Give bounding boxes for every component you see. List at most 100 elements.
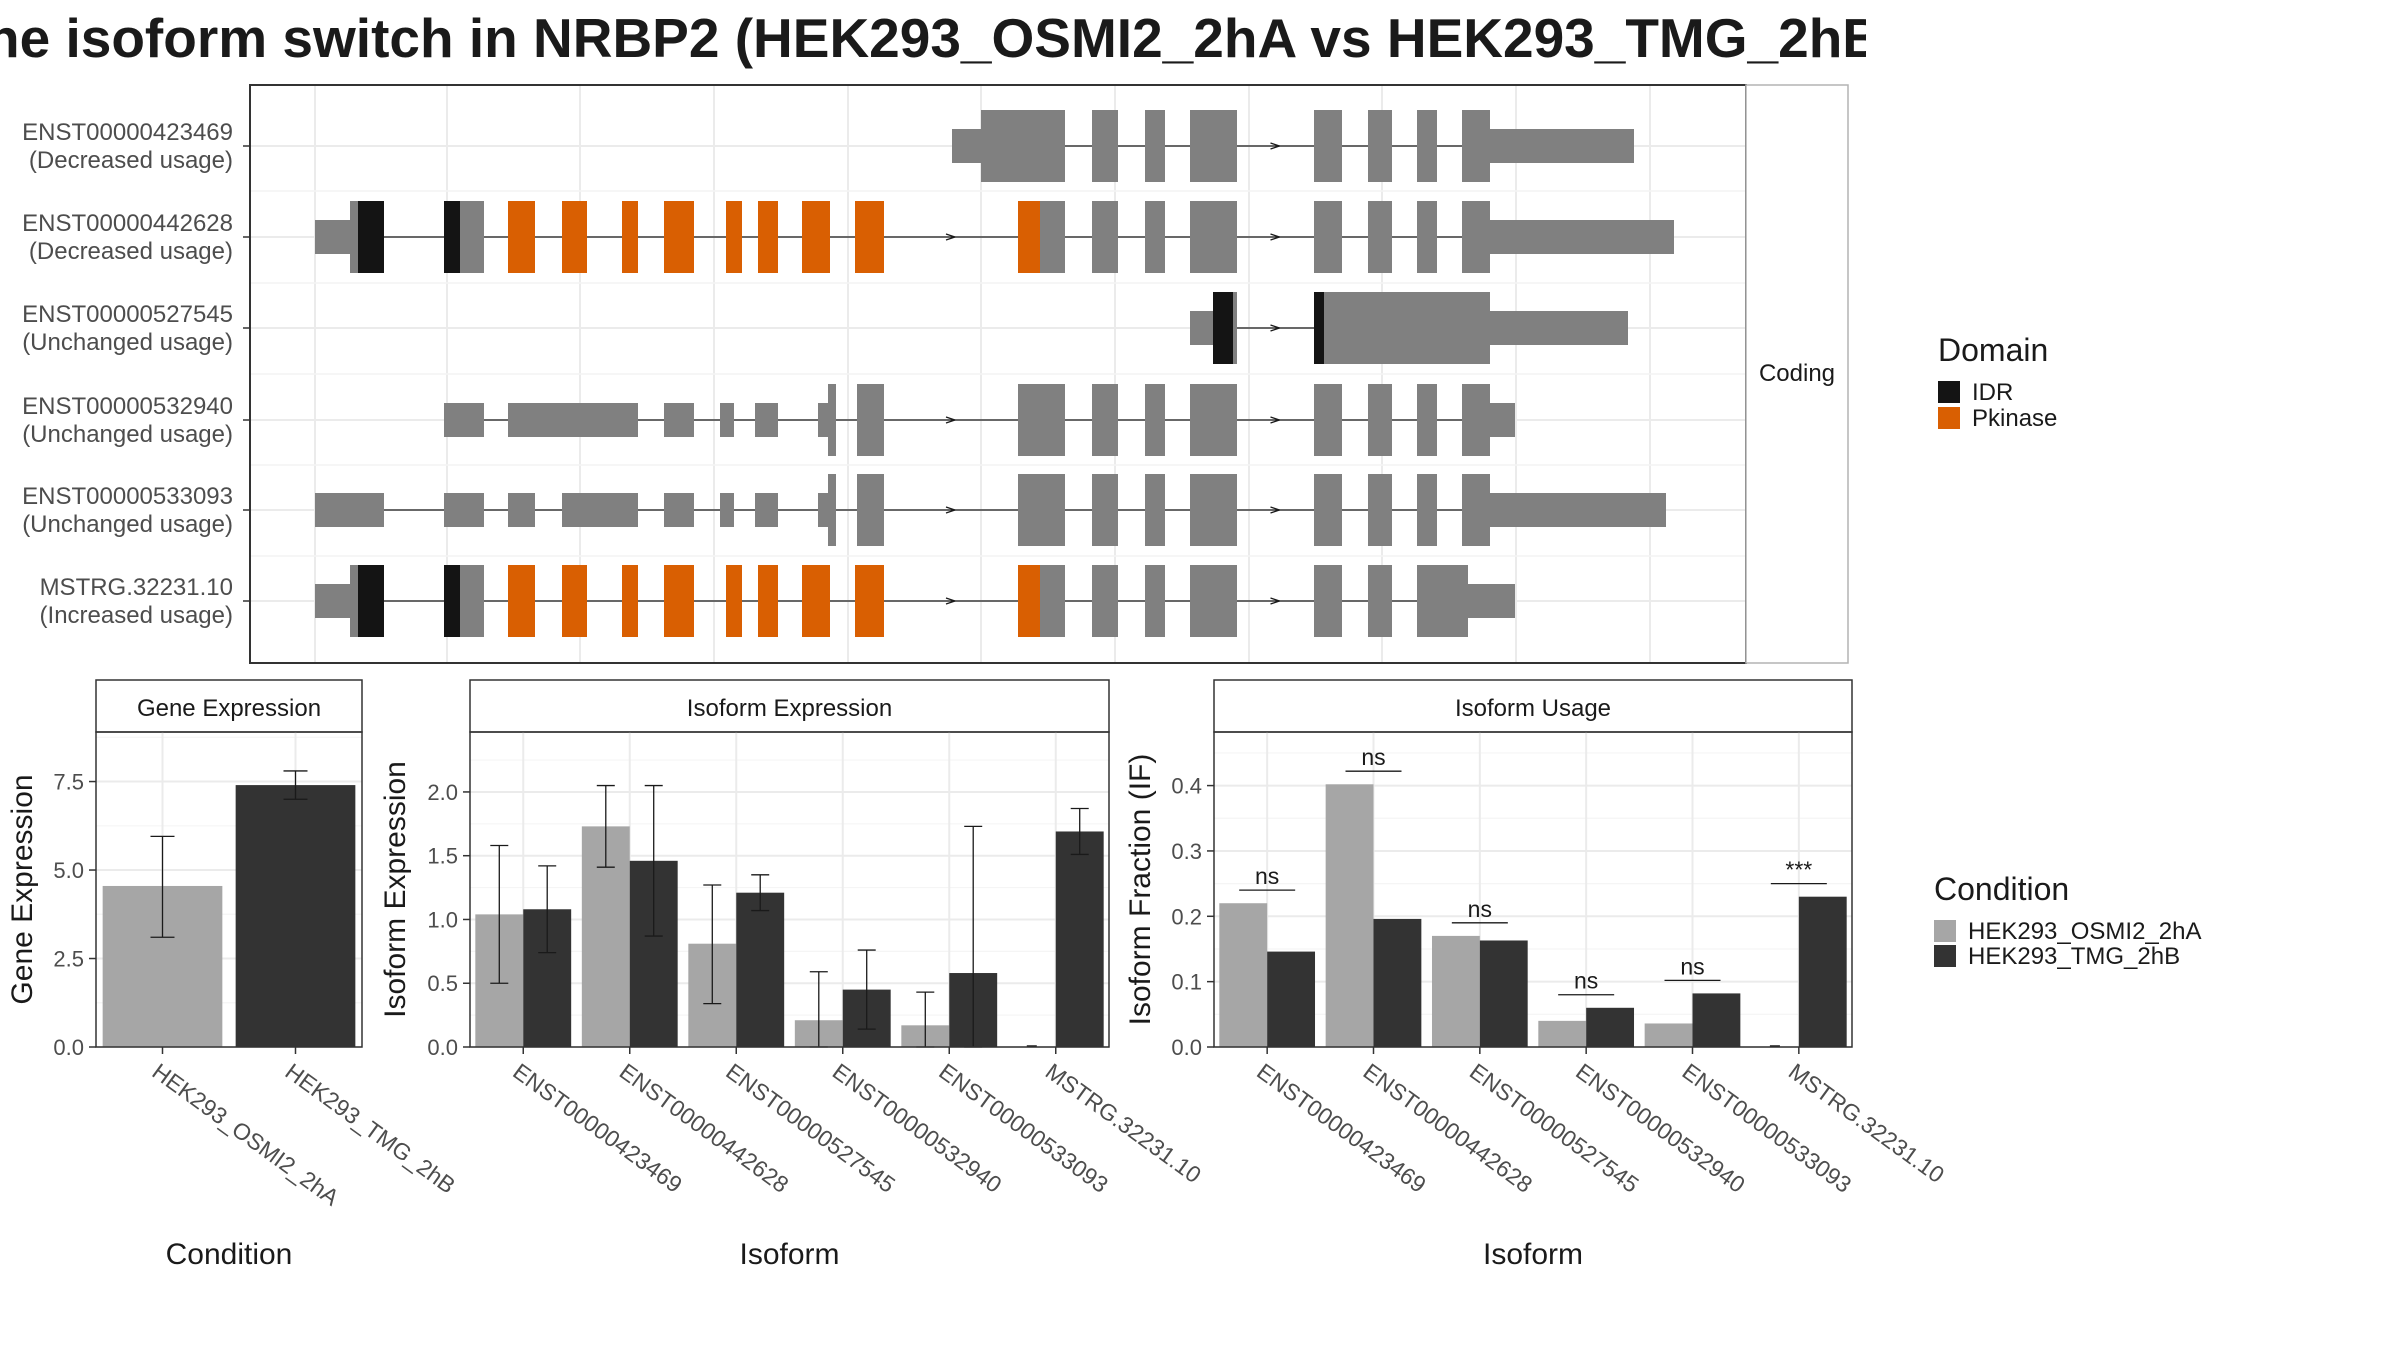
- bar: [1586, 1007, 1635, 1047]
- y-tick-label: 5.0: [53, 858, 84, 883]
- significance-label: ns: [1468, 896, 1492, 922]
- exon-block: [1190, 110, 1237, 182]
- idr-domain: [358, 201, 384, 273]
- exon-block: [562, 493, 638, 527]
- bar: [1692, 993, 1741, 1047]
- bar: [1538, 1020, 1587, 1047]
- pkinase-domain: [855, 201, 884, 273]
- legend-label: HEK293_OSMI2_2hA: [1968, 918, 2201, 945]
- y-axis-title: Isoform Expression: [379, 761, 412, 1018]
- exon-block: [1368, 201, 1392, 273]
- exon-block: [508, 493, 535, 527]
- exon-block: [818, 403, 828, 437]
- exon-block: [1092, 201, 1118, 273]
- transcript-id-label: ENST00000423469: [22, 119, 233, 146]
- exon-block: [1314, 565, 1342, 637]
- pkinase-domain: [802, 565, 830, 637]
- pkinase-domain: [622, 201, 638, 273]
- exon-block: [1490, 403, 1515, 437]
- bar: [235, 785, 356, 1047]
- exon-block: [1233, 292, 1237, 364]
- bar-chart-panels: Gene Expression0.02.55.07.5HEK293_OSMI2_…: [6, 679, 1949, 1271]
- exon-block: [1314, 384, 1342, 456]
- exon-block: [857, 474, 884, 546]
- y-tick-label: 1.0: [427, 907, 458, 932]
- exon-block: [350, 201, 358, 273]
- panel-strip: [1213, 679, 1853, 733]
- bar: [1325, 784, 1374, 1047]
- y-tick-label: 0.0: [53, 1035, 84, 1060]
- idr-domain: [1213, 292, 1233, 364]
- exon-block: [1324, 292, 1490, 364]
- exon-block: [1490, 493, 1666, 527]
- exon-block: [1468, 584, 1515, 618]
- exon-block: [755, 493, 778, 527]
- strand-arrow: [945, 597, 958, 605]
- pkinase-domain: [758, 201, 778, 273]
- exon-block: [1417, 110, 1437, 182]
- strand-arrow: [1270, 416, 1282, 424]
- exon-block: [1490, 311, 1628, 345]
- exon-block: [1190, 311, 1213, 345]
- exon-block: [1190, 474, 1237, 546]
- exon-block: [1092, 110, 1118, 182]
- exon-block: [1462, 384, 1490, 456]
- x-axis-title: Isoform: [1483, 1238, 1583, 1271]
- exon-block: [1145, 474, 1165, 546]
- strand-arrow: [1270, 597, 1282, 605]
- bar: [1055, 831, 1104, 1047]
- legend-key: [1934, 920, 1956, 942]
- exon-block: [1462, 201, 1490, 273]
- exon-block: [1040, 201, 1065, 273]
- exon-block: [1092, 474, 1118, 546]
- strand-arrow: [945, 416, 958, 424]
- pkinase-domain: [508, 201, 535, 273]
- exon-block: [1462, 474, 1490, 546]
- panel-border: [1213, 731, 1853, 1048]
- x-axis-title: Condition: [166, 1238, 293, 1271]
- legend-label: HEK293_TMG_2hB: [1968, 943, 2180, 970]
- y-tick-label: 0.3: [1171, 839, 1202, 864]
- exon-block: [1314, 474, 1342, 546]
- exon-block: [1368, 565, 1392, 637]
- exon-block: [1190, 565, 1237, 637]
- pkinase-domain: [508, 565, 535, 637]
- pkinase-domain: [758, 565, 778, 637]
- legend-key: [1934, 945, 1956, 967]
- legend-label: IDR: [1972, 379, 2013, 406]
- strand-arrow: [1270, 233, 1282, 241]
- transcript-usage-label: (Unchanged usage): [22, 511, 233, 538]
- figure-title: he isoform switch in NRBP2 (HEK293_OSMI2…: [0, 7, 1866, 69]
- pkinase-domain: [726, 201, 742, 273]
- exon-block: [1145, 201, 1165, 273]
- transcript-id-label: MSTRG.32231.10: [40, 574, 233, 601]
- strip-label-coding: Coding: [1759, 360, 1835, 387]
- exon-block: [1145, 110, 1165, 182]
- y-tick-label: 0.1: [1171, 970, 1202, 995]
- y-tick-label: 1.5: [427, 844, 458, 869]
- exon-block: [315, 584, 350, 618]
- panel-border: [469, 731, 1110, 1048]
- idr-domain: [1314, 292, 1324, 364]
- exon-block: [315, 220, 350, 254]
- significance-label: ns: [1361, 744, 1385, 770]
- legend-key: [1938, 407, 1960, 429]
- exon-block: [720, 403, 734, 437]
- exon-block: [1018, 384, 1065, 456]
- panel-title: Isoform Expression: [687, 695, 892, 722]
- exon-block: [1092, 384, 1118, 456]
- exon-block: [952, 129, 981, 163]
- panel-title: Isoform Usage: [1455, 695, 1611, 722]
- transcript-usage-label: (Unchanged usage): [22, 329, 233, 356]
- exon-block: [1040, 565, 1065, 637]
- exon-block: [1145, 565, 1165, 637]
- significance-label: ns: [1680, 953, 1704, 979]
- exon-block: [1190, 384, 1237, 456]
- pkinase-domain: [802, 201, 830, 273]
- exon-block: [1368, 110, 1392, 182]
- exon-block: [828, 474, 836, 546]
- bar: [1219, 903, 1268, 1047]
- exon-block: [1417, 565, 1468, 637]
- exon-block: [1368, 384, 1392, 456]
